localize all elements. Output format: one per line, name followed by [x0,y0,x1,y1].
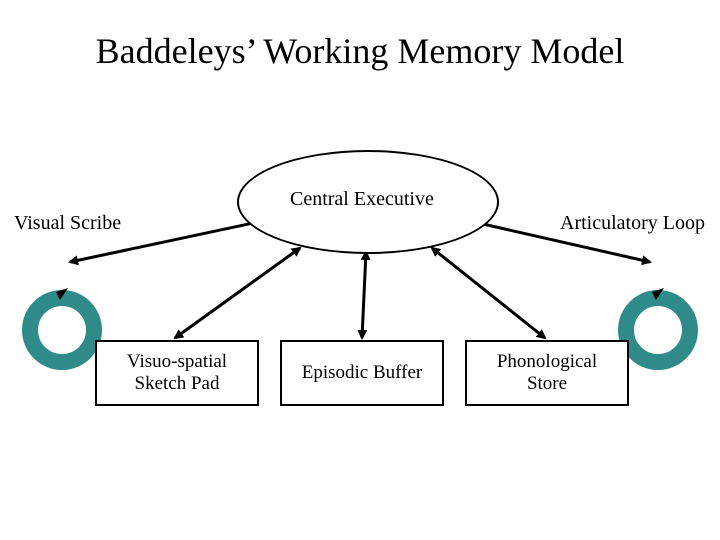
loop-ring-right [618,290,698,370]
arrows-layer [0,0,720,540]
visuo-line2: Sketch Pad [135,373,220,394]
node-central-executive-label: Central Executive [290,188,434,211]
node-episodic-buffer: Episodic Buffer [280,340,444,406]
loop-ring-left [22,290,102,370]
node-phonological-store: Phonological Store [465,340,629,406]
node-visuo-spatial-sketch-pad: Visuo-spatial Sketch Pad [95,340,259,406]
label-articulatory-loop: Articulatory Loop [560,212,705,235]
label-visual-scribe: Visual Scribe [14,212,121,235]
arrow-to-visuo [175,248,300,338]
arrow-to-episodic [362,252,366,338]
visuo-line1: Visuo-spatial [127,351,227,372]
diagram-canvas: Baddeleys’ Working Memory Model Visual S… [0,0,720,540]
page-title: Baddeleys’ Working Memory Model [0,30,720,72]
arrow-to-phono [432,248,545,338]
phono-line2: Store [527,373,567,394]
phono-line1: Phonological [497,351,597,372]
episodic-text: Episodic Buffer [302,362,423,384]
